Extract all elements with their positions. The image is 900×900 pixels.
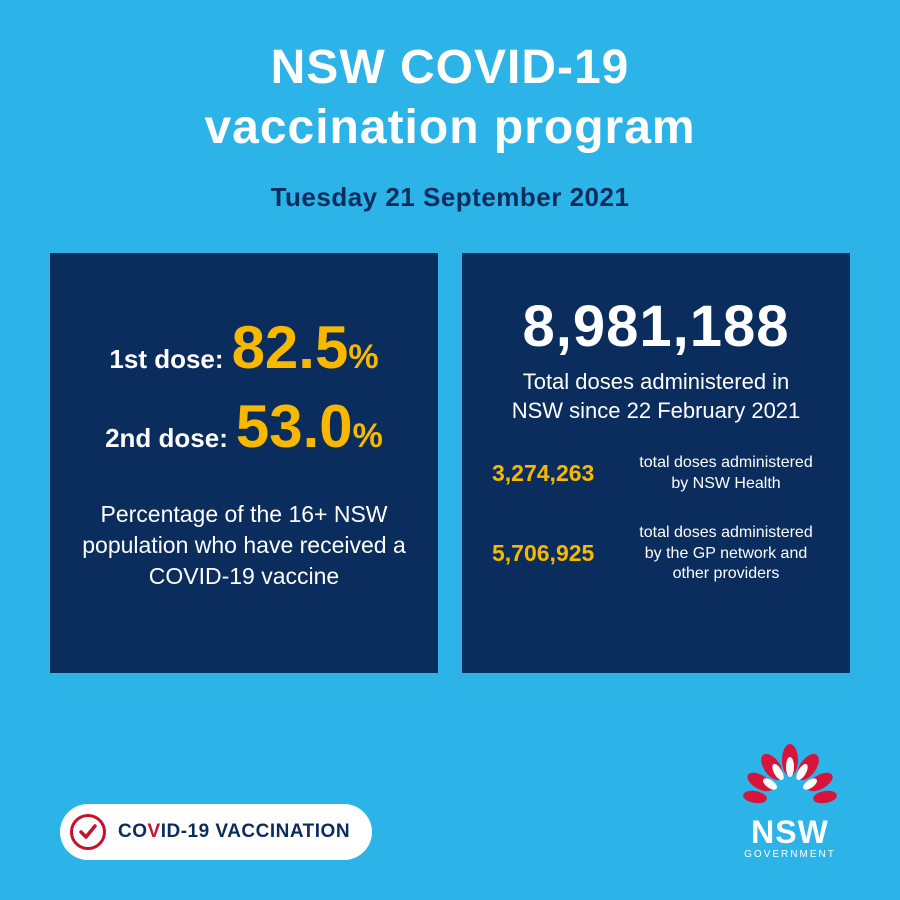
vaccination-badge: COVID-19 VACCINATION	[60, 804, 372, 860]
badge-v: V	[148, 821, 161, 842]
gp-network-breakdown: 5,706,925 total doses administered by th…	[482, 523, 830, 585]
gp-network-desc: total doses administered by the GP netwo…	[632, 523, 820, 585]
first-dose-percent: %	[348, 338, 378, 377]
nsw-health-desc: total doses administered by NSW Health	[632, 453, 820, 495]
second-dose-value: 53.0	[236, 392, 353, 461]
title-line-1: NSW COVID-19	[271, 41, 630, 94]
waratah-icon	[740, 742, 840, 812]
total-doses-description: Total doses administered in NSW since 22…	[482, 368, 830, 425]
nsw-government-logo: NSW GOVERNMENT	[740, 742, 840, 860]
first-dose-value: 82.5	[232, 313, 349, 382]
checkmark-icon	[70, 814, 106, 850]
nsw-health-breakdown: 3,274,263 total doses administered by NS…	[482, 453, 830, 495]
nsw-health-number: 3,274,263	[492, 460, 632, 487]
gp-network-number: 5,706,925	[492, 540, 632, 567]
badge-suffix: ID-19 VACCINATION	[161, 821, 350, 842]
second-dose-row: 2nd dose: 53.0 %	[70, 392, 418, 461]
first-dose-label: 1st dose:	[109, 344, 223, 375]
report-date: Tuesday 21 September 2021	[0, 182, 900, 213]
nsw-text: NSW	[751, 814, 829, 851]
header: NSW COVID-19 vaccination program Tuesday…	[0, 0, 900, 213]
government-text: GOVERNMENT	[744, 849, 836, 860]
second-dose-label: 2nd dose:	[105, 423, 228, 454]
second-dose-percent: %	[353, 417, 383, 456]
total-doses-number: 8,981,188	[482, 293, 830, 360]
dose-percentage-panel: 1st dose: 82.5 % 2nd dose: 53.0 % Percen…	[50, 253, 438, 673]
total-doses-panel: 8,981,188 Total doses administered in NS…	[462, 253, 850, 673]
title-line-2: vaccination program	[204, 101, 695, 154]
first-dose-row: 1st dose: 82.5 %	[70, 313, 418, 382]
page-title: NSW COVID-19 vaccination program	[0, 38, 900, 158]
footer: COVID-19 VACCINATION NSW GOVERNMEN	[0, 742, 900, 860]
dose-description: Percentage of the 16+ NSW population who…	[70, 499, 418, 592]
stat-panels: 1st dose: 82.5 % 2nd dose: 53.0 % Percen…	[0, 253, 900, 673]
badge-prefix: CO	[118, 821, 148, 842]
badge-text: COVID-19 VACCINATION	[118, 821, 350, 843]
